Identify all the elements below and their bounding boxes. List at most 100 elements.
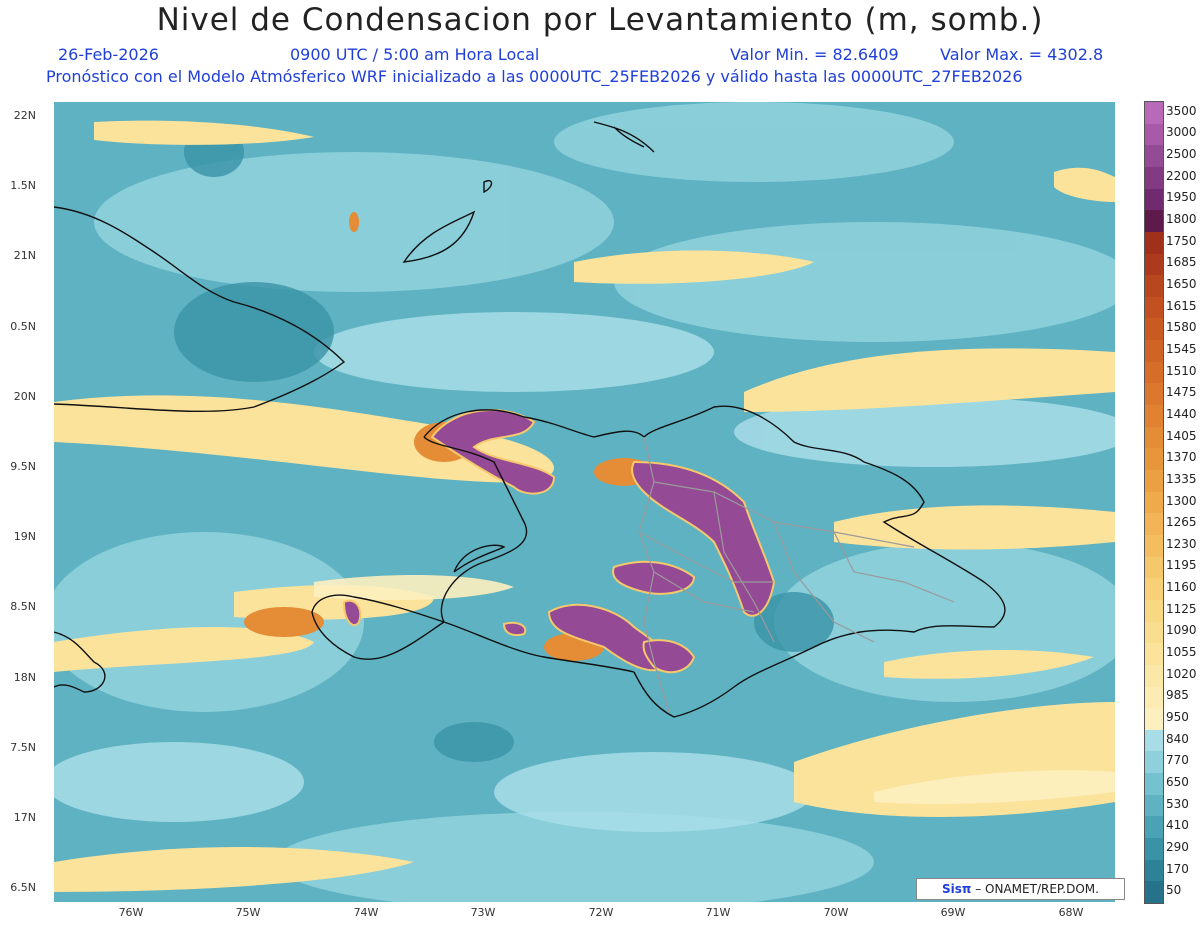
colorbar-cell	[1145, 491, 1163, 514]
lat-label: 7.5N	[10, 741, 36, 754]
forecast-map	[54, 102, 1115, 902]
colorbar-label: 1300	[1166, 493, 1197, 508]
lat-label: 20N	[13, 390, 36, 403]
credit-badge: Sisπ – ONAMET/REP.DOM.	[916, 878, 1125, 900]
lat-label: 1.5N	[10, 179, 36, 192]
colorbar-label: 1195	[1166, 558, 1197, 573]
colorbar-label: 1800	[1166, 212, 1197, 227]
date-label: 26-Feb-2026	[58, 45, 159, 64]
colorbar-cell	[1145, 405, 1163, 428]
colorbar-label: 950	[1166, 709, 1189, 724]
lat-label: 8.5N	[10, 600, 36, 613]
lat-label: 0.5N	[10, 320, 36, 333]
colorbar-cell	[1145, 838, 1163, 861]
colorbar-cell	[1145, 253, 1163, 276]
coastlines	[54, 121, 1006, 718]
colorbar-cell	[1145, 751, 1163, 774]
colorbar-label: 1370	[1166, 450, 1197, 465]
lon-label: 68W	[1058, 906, 1084, 919]
lon-label: 74W	[353, 906, 379, 919]
map-title: Nivel de Condensacion por Levantamiento …	[156, 2, 1044, 38]
colorbar-label: 1160	[1166, 580, 1197, 595]
colorbar-cell	[1145, 470, 1163, 493]
colorbar-label: 290	[1166, 839, 1189, 854]
colorbar-label: 1090	[1166, 623, 1197, 638]
colorbar-cell	[1145, 599, 1163, 623]
colorbar-cell	[1145, 123, 1163, 146]
colorbar-cell	[1145, 361, 1163, 384]
colorbar-label: 170	[1166, 861, 1189, 876]
colorbar-cell	[1145, 578, 1163, 601]
lat-label: 18N	[13, 671, 36, 684]
colorbar-cell	[1145, 664, 1163, 687]
lon-label: 70W	[823, 906, 849, 919]
colorbar-cell	[1145, 102, 1163, 125]
colorbar	[1144, 101, 1164, 904]
shading-yellow-bands	[54, 120, 1115, 892]
sispi-logo: Sisπ	[942, 882, 972, 896]
colorbar-cell	[1145, 534, 1163, 558]
colorbar-label: 3500	[1166, 103, 1197, 118]
lon-label: 72W	[588, 906, 614, 919]
colorbar-cell	[1145, 210, 1163, 233]
colorbar-cell	[1145, 816, 1163, 839]
colorbar-label: 1335	[1166, 471, 1197, 486]
shading-dark-teal	[174, 127, 834, 762]
colorbar-label: 1265	[1166, 515, 1197, 530]
lat-label: 19N	[13, 530, 36, 543]
lat-label: 22N	[13, 109, 36, 122]
colorbar-cell	[1145, 859, 1163, 882]
colorbar-label: 410	[1166, 818, 1189, 833]
colorbar-label: 840	[1166, 731, 1189, 746]
lat-label: 6.5N	[10, 881, 36, 894]
colorbar-cell	[1145, 708, 1163, 731]
colorbar-cell	[1145, 621, 1163, 644]
colorbar-cell	[1145, 340, 1163, 363]
colorbar-label: 1230	[1166, 536, 1197, 551]
colorbar-label: 1405	[1166, 428, 1197, 443]
colorbar-label: 650	[1166, 774, 1189, 789]
colorbar-label: 1580	[1166, 320, 1197, 335]
colorbar-cell	[1145, 794, 1163, 817]
credit-text: – ONAMET/REP.DOM.	[971, 882, 1099, 896]
colorbar-label: 1020	[1166, 666, 1197, 681]
colorbar-cell	[1145, 188, 1163, 211]
lon-label: 73W	[470, 906, 496, 919]
colorbar-label: 1475	[1166, 385, 1197, 400]
colorbar-cell	[1145, 145, 1163, 168]
colorbar-label: 2500	[1166, 147, 1197, 162]
colorbar-label: 1685	[1166, 255, 1197, 270]
colorbar-cell	[1145, 513, 1163, 536]
colorbar-cell	[1145, 166, 1163, 190]
time-label: 0900 UTC / 5:00 am Hora Local	[290, 45, 540, 64]
colorbar-label: 1440	[1166, 406, 1197, 421]
colorbar-label: 1510	[1166, 363, 1197, 378]
colorbar-label: 1055	[1166, 645, 1197, 660]
colorbar-cell	[1145, 231, 1163, 255]
lon-label: 69W	[940, 906, 966, 919]
lat-label: 9.5N	[10, 460, 36, 473]
max-value-label: Valor Max. = 4302.8	[940, 45, 1104, 64]
lon-label: 71W	[705, 906, 731, 919]
model-info-line: Pronóstico con el Modelo Atmósferico WRF…	[46, 67, 1023, 86]
colorbar-cell	[1145, 773, 1163, 796]
colorbar-cell	[1145, 686, 1163, 709]
colorbar-label: 1545	[1166, 341, 1197, 356]
colorbar-label: 1615	[1166, 298, 1197, 313]
colorbar-label: 1125	[1166, 601, 1197, 616]
lon-label: 76W	[118, 906, 144, 919]
colorbar-label: 2200	[1166, 168, 1197, 183]
colorbar-label: 3000	[1166, 125, 1197, 140]
colorbar-cell	[1145, 881, 1163, 904]
min-value-label: Valor Min. = 82.6409	[730, 45, 899, 64]
colorbar-label: 770	[1166, 753, 1189, 768]
lat-label: 21N	[13, 249, 36, 262]
colorbar-cell	[1145, 448, 1163, 471]
colorbar-cell	[1145, 296, 1163, 319]
colorbar-label: 50	[1166, 883, 1182, 898]
colorbar-cell	[1145, 426, 1163, 449]
colorbar-label: 530	[1166, 796, 1189, 811]
colorbar-cell	[1145, 383, 1163, 406]
colorbar-label: 1950	[1166, 190, 1197, 205]
colorbar-cell	[1145, 275, 1163, 298]
